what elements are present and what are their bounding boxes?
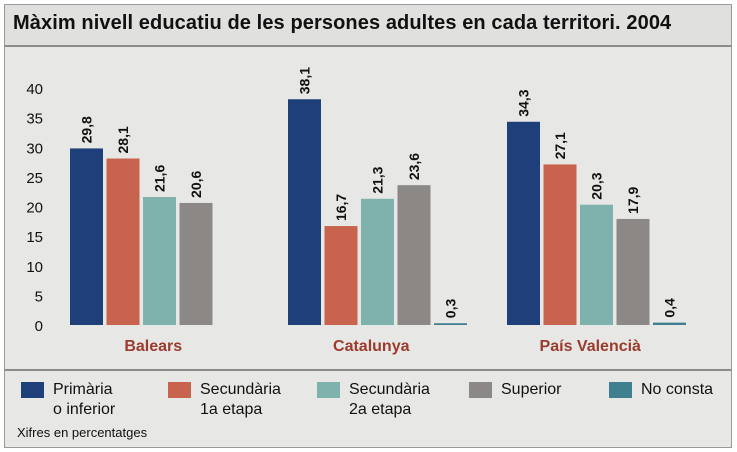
legend: Primària o inferior Secundària 1a etapa Secu… [5, 369, 731, 429]
category-label: Balears [124, 338, 182, 355]
legend-swatch [168, 382, 191, 398]
y-tick-label: 5 [35, 288, 43, 305]
bar [580, 204, 613, 325]
data-label: 20,3 [589, 172, 605, 199]
data-label: 27,1 [552, 132, 568, 159]
data-label: 17,9 [625, 186, 641, 213]
data-label: 0,3 [443, 299, 459, 319]
chart-figure: Màxim nivell educatiu de les persones ad… [4, 4, 732, 448]
legend-label: Primària o inferior [53, 381, 116, 418]
legend-label: Secundària 1a etapa [200, 381, 281, 418]
legend-swatch [469, 382, 492, 398]
bar [397, 185, 431, 325]
y-tick-label: 30 [26, 140, 43, 157]
bar [434, 323, 467, 325]
y-tick-label: 35 [26, 111, 43, 128]
data-label: 0,4 [662, 298, 678, 318]
legend-swatch [609, 382, 632, 398]
units-note: Xifres en percentatges [17, 425, 148, 440]
legend-label: Secundària 2a etapa [349, 381, 430, 418]
data-label: 16,7 [333, 194, 349, 221]
bar [616, 218, 650, 325]
bar [106, 158, 140, 325]
data-label: 21,3 [370, 166, 386, 193]
bar [70, 148, 103, 325]
data-label: 38,1 [297, 67, 313, 94]
data-label: 21,6 [152, 165, 168, 192]
data-label: 20,6 [188, 170, 204, 197]
data-label: 34,3 [516, 89, 532, 116]
data-label: 29,8 [79, 116, 95, 143]
chart-title: Màxim nivell educatiu de les persones ad… [13, 12, 672, 34]
category-label: País Valencià [540, 338, 642, 355]
legend-swatch [317, 382, 340, 398]
bar [361, 198, 394, 325]
title-bar: Màxim nivell educatiu de les persones ad… [5, 5, 731, 47]
bar [324, 226, 358, 325]
bar [653, 322, 686, 325]
bar [288, 99, 321, 325]
bar [179, 202, 213, 325]
bar [143, 197, 176, 325]
bar [543, 164, 577, 325]
y-tick-label: 0 [35, 318, 43, 335]
bar [507, 121, 540, 326]
y-tick-label: 15 [26, 229, 43, 246]
data-label: 28,1 [115, 126, 131, 153]
y-tick-label: 25 [26, 170, 43, 187]
y-tick-label: 40 [26, 81, 43, 98]
legend-label: No consta [641, 381, 714, 398]
legend-label: Superior [501, 381, 562, 398]
bar-chart: 0 5 10 15 20 25 30 35 40 29,8 28,1 21,6 20,6 Balears 3… [26, 67, 686, 355]
data-label: 23,6 [406, 153, 422, 180]
y-tick-label: 20 [26, 200, 43, 217]
category-label: Catalunya [333, 338, 410, 355]
y-tick-label: 10 [26, 259, 43, 276]
legend-swatch [21, 382, 44, 398]
